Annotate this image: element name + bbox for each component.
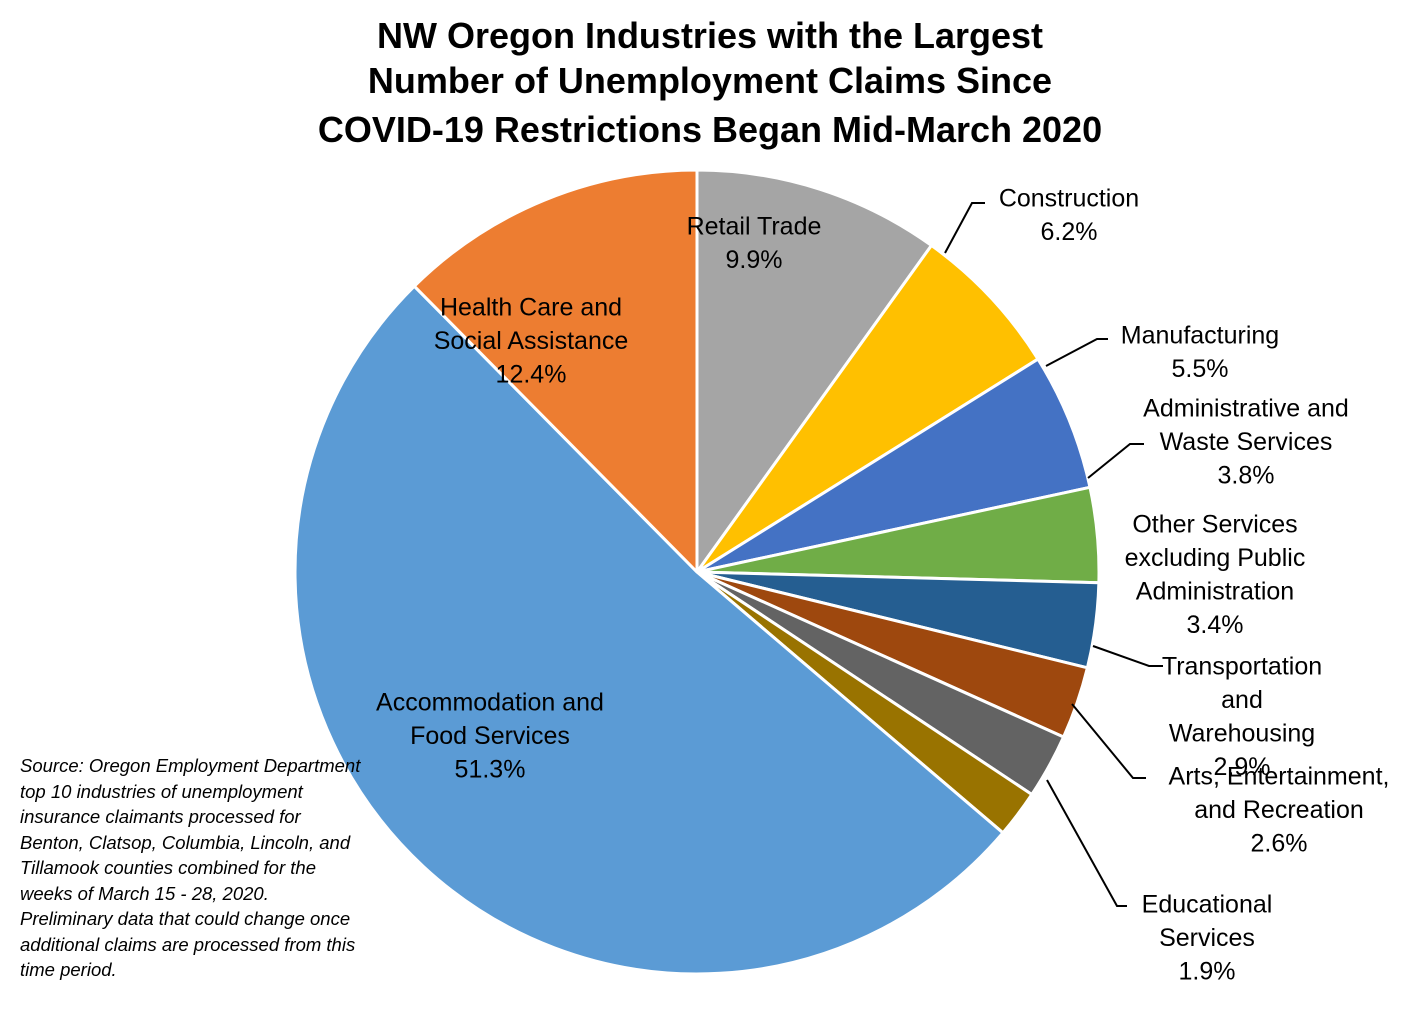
data-label-transportation-and-warehousing: Warehousing [1169, 720, 1315, 748]
pie-slice-accommodation-and-food-services [293, 284, 1005, 976]
data-label-health-care-and-social-assistance: Social Assistance [434, 327, 629, 355]
chart-title-line-2: Number of Unemployment Claims Since [367, 60, 1053, 101]
data-label-arts-entertainment-and-recreation: Arts, Entertainment, [1169, 763, 1390, 791]
data-label-manufacturing: Manufacturing [1121, 322, 1279, 350]
data-label-transportation-and-warehousing: and [1221, 686, 1263, 714]
leader-line-arts-entertainment-and-recreation [1071, 703, 1146, 779]
data-label-health-care-and-social-assistance: Health Care and [440, 294, 622, 322]
data-label-value-retail-trade: 9.9% [726, 246, 783, 274]
data-label-value-educational-services: 1.9% [1179, 958, 1236, 986]
chart-title-line-3: COVID-19 Restrictions Began Mid-March 20… [317, 109, 1103, 150]
pie-slice-manufacturing [695, 357, 1092, 574]
data-label-transportation-and-warehousing: Transportation [1162, 653, 1322, 681]
data-label-value-manufacturing: 5.5% [1172, 355, 1229, 383]
leader-line-educational-services [1046, 779, 1127, 907]
data-label-value-arts-entertainment-and-recreation: 2.6% [1251, 830, 1308, 858]
leader-line-construction [944, 202, 985, 254]
data-label-educational-services: Educational [1142, 891, 1273, 919]
data-label-other-services-excluding-public-administration: excluding Public [1125, 544, 1306, 572]
source-note: Source: Oregon Employment Department top… [20, 755, 361, 980]
data-label-accommodation-and-food-services: Food Services [410, 722, 570, 750]
data-label-retail-trade: Retail Trade [687, 213, 822, 241]
data-label-value-transportation-and-warehousing: 2.9% [1214, 753, 1271, 781]
pie-slice-retail-trade [695, 168, 933, 574]
pie-slice-health-care-and-social-assistance [412, 168, 699, 574]
pie-slice-construction [695, 243, 1040, 574]
data-label-value-accommodation-and-food-services: 51.3% [455, 756, 526, 784]
data-label-construction: Construction [999, 185, 1139, 213]
data-label-value-administrative-and-waste-services: 3.8% [1218, 462, 1275, 490]
data-label-value-construction: 6.2% [1041, 218, 1098, 246]
data-label-educational-services: Services [1159, 924, 1255, 952]
leader-line-administrative-and-waste-services [1087, 443, 1144, 479]
data-label-administrative-and-waste-services: Administrative and [1143, 395, 1349, 423]
data-label-other-services-excluding-public-administration: Other Services [1132, 511, 1297, 539]
data-label-arts-entertainment-and-recreation: and Recreation [1194, 796, 1364, 824]
leader-line-manufacturing [1045, 338, 1108, 367]
data-label-value-health-care-and-social-assistance: 12.4% [496, 361, 567, 389]
chart-title-line-1: NW Oregon Industries with the Largest [376, 15, 1044, 56]
data-label-accommodation-and-food-services: Accommodation and [376, 689, 604, 717]
data-label-other-services-excluding-public-administration: Administration [1136, 578, 1294, 606]
leader-line-transportation-and-warehousing [1092, 645, 1163, 667]
data-label-value-other-services-excluding-public-administration: 3.4% [1187, 611, 1244, 639]
data-label-administrative-and-waste-services: Waste Services [1160, 428, 1333, 456]
